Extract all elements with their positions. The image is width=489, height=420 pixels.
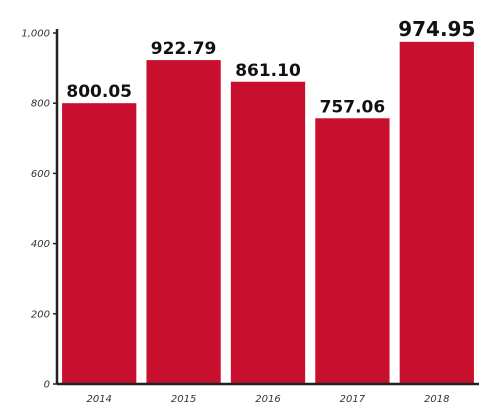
y-tick-label: 0 [44,380,50,391]
value-label-2016: 861.10 [235,61,301,81]
x-tick-label-2017: 2017 [340,394,366,405]
value-labels-group: 800.05 922.79 861.10 757.06 974.95 [66,17,475,117]
x-tick-label-2014: 2014 [86,394,111,405]
y-tick-label: 200 [31,309,50,320]
bar-2016 [230,81,306,384]
bar-2018 [399,41,474,385]
x-tick-label-2018: 2018 [424,394,449,405]
value-label-2018: 974.95 [398,17,475,41]
bar-2014 [62,103,137,385]
value-label-2015: 922.79 [151,39,217,59]
bar-2017 [315,118,390,384]
y-tick-label: 600 [31,169,50,180]
x-axis-ticks: 2014 2015 2016 2017 2018 [86,394,449,405]
x-tick-label-2015: 2015 [171,394,196,405]
y-tick-label: 400 [31,239,50,250]
x-tick-label-2016: 2016 [255,394,280,405]
value-label-2014: 800.05 [66,82,132,102]
y-axis-ticks: 0 200 400 600 800 1,000 [21,29,57,391]
bars-group [62,41,474,385]
y-tick-label: 1,000 [21,29,50,40]
value-label-2017: 757.06 [320,97,386,117]
bar-2015 [146,60,221,384]
y-tick-label: 800 [31,99,50,110]
